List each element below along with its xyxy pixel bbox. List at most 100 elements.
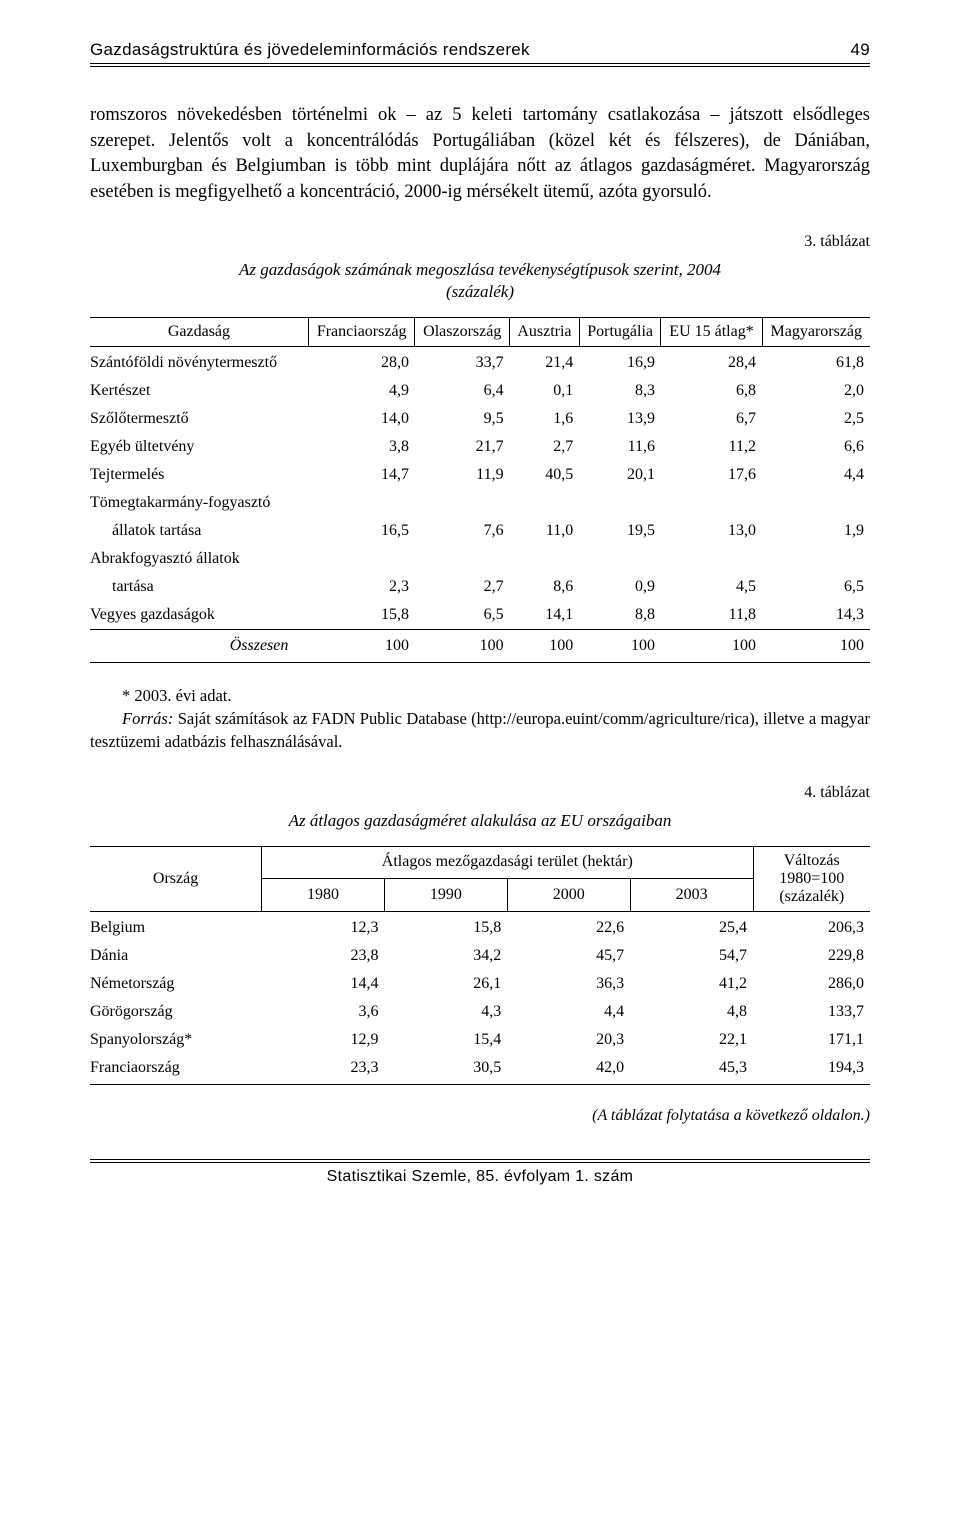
cell-value: 30,5	[384, 1054, 507, 1085]
cell-value: 45,3	[630, 1054, 753, 1085]
cell-value: 0,1	[510, 377, 580, 405]
cell-value: 8,8	[579, 601, 661, 630]
cell-value: 4,9	[308, 377, 415, 405]
cell-value: 6,8	[661, 377, 762, 405]
table3-notes: * 2003. évi adat. Forrás: Saját számítás…	[90, 685, 870, 753]
header-rule-thin	[90, 66, 870, 67]
table3-note2-body: Saját számítások az FADN Public Database…	[90, 709, 870, 751]
table-row: Abrakfogyasztó állatok	[90, 545, 870, 573]
t3-h0: Gazdaság	[90, 318, 308, 347]
row-label: Tömegtakarmány-fogyasztó	[90, 489, 308, 517]
footer-text: Statisztikai Szemle, 85. évfolyam 1. szá…	[90, 1168, 870, 1186]
cell-value: 20,3	[507, 1026, 630, 1054]
table3-caption-line1: Az gazdaságok számának megoszlása tevéke…	[239, 260, 721, 279]
cell-value: 194,3	[753, 1054, 870, 1085]
cell-value: 23,3	[262, 1054, 385, 1085]
page-number: 49	[850, 40, 870, 60]
sum-label: Összesen	[90, 630, 308, 663]
row-label: Dánia	[90, 942, 262, 970]
table3-number: 3. táblázat	[90, 233, 870, 251]
row-label: állatok tartása	[90, 517, 308, 545]
cell-value: 13,0	[661, 517, 762, 545]
cell-value: 15,8	[308, 601, 415, 630]
cell-value: 9,5	[415, 405, 510, 433]
cell-value: 2,0	[762, 377, 870, 405]
cell-value	[762, 489, 870, 517]
row-label: Franciaország	[90, 1054, 262, 1085]
cell-value: 11,9	[415, 461, 510, 489]
cell-value: 229,8	[753, 942, 870, 970]
cell-value: 2,7	[510, 433, 580, 461]
cell-value: 14,0	[308, 405, 415, 433]
cell-value: 15,4	[384, 1026, 507, 1054]
t3-h2: Olaszország	[415, 318, 510, 347]
t3-h6: Magyarország	[762, 318, 870, 347]
table-row: Dánia23,834,245,754,7229,8	[90, 942, 870, 970]
cell-value: 41,2	[630, 970, 753, 998]
cell-value: 6,7	[661, 405, 762, 433]
cell-value	[661, 545, 762, 573]
header-rule-thick	[90, 63, 870, 64]
cell-value: 16,5	[308, 517, 415, 545]
sum-value: 100	[661, 630, 762, 663]
row-label: Kertészet	[90, 377, 308, 405]
cell-value	[308, 545, 415, 573]
table-row: állatok tartása16,57,611,019,513,01,9	[90, 517, 870, 545]
cell-value: 3,6	[262, 998, 385, 1026]
cell-value	[415, 489, 510, 517]
sum-value: 100	[308, 630, 415, 663]
row-label: Németország	[90, 970, 262, 998]
cell-value: 20,1	[579, 461, 661, 489]
cell-value: 4,3	[384, 998, 507, 1026]
cell-value: 14,3	[762, 601, 870, 630]
table3: Gazdaság Franciaország Olaszország Auszt…	[90, 317, 870, 663]
t3-h3: Ausztria	[510, 318, 580, 347]
cell-value: 26,1	[384, 970, 507, 998]
cell-value: 13,9	[579, 405, 661, 433]
table-row: Szántóföldi növénytermesztő28,033,721,41…	[90, 347, 870, 378]
cell-value	[415, 545, 510, 573]
table-row: Németország14,426,136,341,2286,0	[90, 970, 870, 998]
table-row: Kertészet4,96,40,18,36,82,0	[90, 377, 870, 405]
cell-value: 11,6	[579, 433, 661, 461]
table4-continuation-note: (A táblázat folytatása a következő oldal…	[90, 1107, 870, 1125]
row-label: Spanyolország*	[90, 1026, 262, 1054]
row-label: Tejtermelés	[90, 461, 308, 489]
cell-value: 8,3	[579, 377, 661, 405]
running-head-title: Gazdaságstruktúra és jövedeleminformáció…	[90, 40, 530, 60]
table-row: Vegyes gazdaságok15,86,514,18,811,814,3	[90, 601, 870, 630]
cell-value: 171,1	[753, 1026, 870, 1054]
cell-value	[762, 545, 870, 573]
cell-value: 206,3	[753, 911, 870, 942]
cell-value	[579, 489, 661, 517]
sum-value: 100	[415, 630, 510, 663]
cell-value: 6,5	[762, 573, 870, 601]
t4-h-change: Változás 1980=100 (százalék)	[753, 846, 870, 911]
cell-value: 19,5	[579, 517, 661, 545]
cell-value: 22,6	[507, 911, 630, 942]
cell-value: 15,8	[384, 911, 507, 942]
t3-h1: Franciaország	[308, 318, 415, 347]
cell-value	[661, 489, 762, 517]
body-paragraph: romszoros növekedésben történelmi ok – a…	[90, 103, 870, 205]
cell-value: 2,5	[762, 405, 870, 433]
table-row: Szőlőtermesztő14,09,51,613,96,72,5	[90, 405, 870, 433]
cell-value: 4,5	[661, 573, 762, 601]
cell-value: 16,9	[579, 347, 661, 378]
table-row: tartása2,32,78,60,94,56,5	[90, 573, 870, 601]
row-label: Görögország	[90, 998, 262, 1026]
row-label: Vegyes gazdaságok	[90, 601, 308, 630]
cell-value: 34,2	[384, 942, 507, 970]
row-label: tartása	[90, 573, 308, 601]
cell-value	[579, 545, 661, 573]
row-label: Egyéb ültetvény	[90, 433, 308, 461]
cell-value: 1,6	[510, 405, 580, 433]
t4-h-change-l1: Változás	[784, 852, 840, 869]
table3-note2-leadin: Forrás:	[122, 709, 173, 728]
cell-value: 6,4	[415, 377, 510, 405]
cell-value: 6,5	[415, 601, 510, 630]
cell-value: 28,0	[308, 347, 415, 378]
cell-value: 28,4	[661, 347, 762, 378]
cell-value: 12,9	[262, 1026, 385, 1054]
table-row: Spanyolország*12,915,420,322,1171,1	[90, 1026, 870, 1054]
